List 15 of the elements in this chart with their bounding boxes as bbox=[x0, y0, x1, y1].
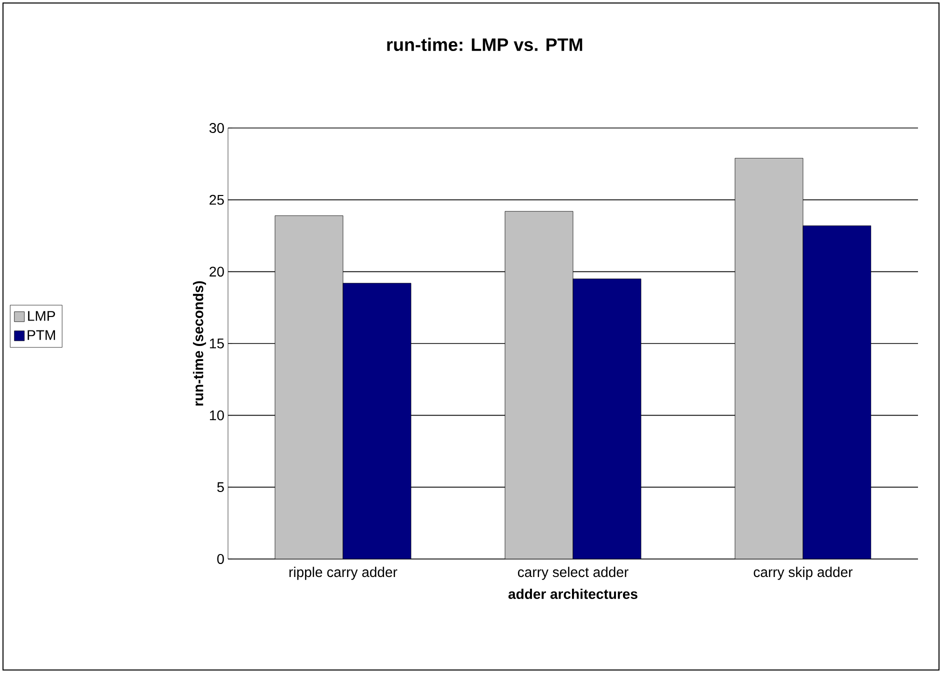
x-axis-title: adder architectures bbox=[508, 588, 638, 600]
y-tick-label: 5 bbox=[217, 482, 224, 492]
y-tick-label: 10 bbox=[210, 410, 224, 420]
x-tick-label: ripple carry adder bbox=[289, 566, 398, 580]
y-tick-label: 0 bbox=[217, 554, 224, 564]
y-tick-label: 15 bbox=[210, 338, 224, 348]
y-tick-label: 30 bbox=[209, 123, 224, 133]
y-axis-title: run-time (seconds) bbox=[192, 281, 206, 406]
x-tick-label: carry select adder bbox=[518, 566, 628, 580]
x-tick-label: carry skip adder bbox=[754, 566, 853, 580]
legend-label: LMP bbox=[28, 311, 56, 321]
chart-title: run-time: LMP vs. PTM bbox=[387, 38, 582, 52]
y-tick-label: 20 bbox=[210, 266, 224, 277]
legend-label: PTM bbox=[28, 330, 55, 340]
y-tick-label: 25 bbox=[210, 194, 224, 205]
